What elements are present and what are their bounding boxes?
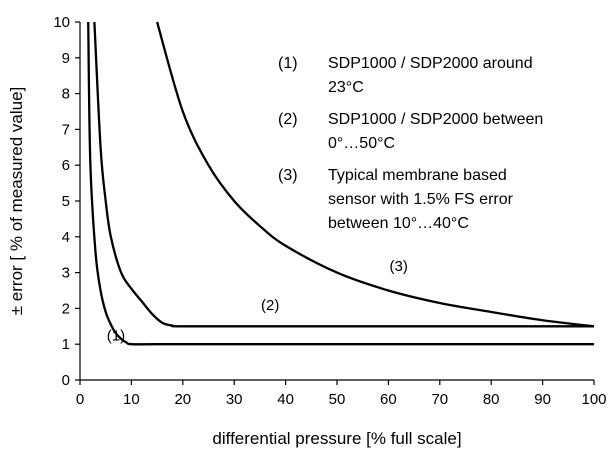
series-line-2 [93, 21, 594, 328]
legend-entry-3-line: Typical membrane based [328, 167, 507, 184]
y-tick-label: 8 [62, 86, 70, 103]
legend-entry-2-line: SDP1000 / SDP2000 between [328, 111, 543, 128]
x-tick-label: 60 [380, 391, 397, 408]
series-line-3 [155, 21, 595, 328]
y-tick-label: 0 [62, 372, 70, 389]
y-tick-label: 4 [62, 229, 70, 246]
x-axis-label: differential pressure [% full scale] [212, 429, 461, 448]
x-tick-label: 20 [174, 391, 191, 408]
legend-entry-2-line: 0°…50°C [328, 135, 395, 152]
x-tick-label: 50 [329, 391, 346, 408]
curve-label-2: (2) [261, 297, 279, 314]
y-ticks: 0 1 2 3 4 5 6 7 8 9 10 [53, 14, 80, 389]
x-tick-label: 100 [581, 391, 606, 408]
legend: (1) SDP1000 / SDP2000 around 23°C (2) SDP100… [278, 55, 543, 232]
legend-key-3: (3) [278, 167, 298, 184]
y-tick-label: 9 [62, 50, 70, 67]
y-tick-label: 5 [62, 193, 70, 210]
legend-key-1: (1) [278, 55, 298, 72]
legend-entry-3-line: between 10°…40°C [328, 215, 469, 232]
x-tick-label: 30 [226, 391, 243, 408]
y-tick-label: 10 [53, 14, 70, 31]
y-tick-label: 2 [62, 300, 70, 317]
x-tick-label: 40 [277, 391, 294, 408]
y-axis-label: ± error [ % of measured value] [7, 87, 26, 316]
x-tick-label: 80 [483, 391, 500, 408]
x-tick-label: 70 [431, 391, 448, 408]
legend-entry-3-line: sensor with 1.5% FS error [328, 191, 514, 208]
curve-label-1: (1) [107, 328, 125, 345]
legend-entry-1-line: 23°C [328, 79, 364, 96]
y-tick-label: 3 [62, 265, 70, 282]
curve-labels: (1) (2) (3) [107, 258, 408, 345]
legend-key-2: (2) [278, 111, 298, 128]
y-tick-label: 6 [62, 157, 70, 174]
curve-label-3: (3) [390, 258, 408, 275]
y-tick-label: 1 [62, 336, 70, 353]
x-tick-label: 0 [76, 391, 84, 408]
x-tick-label: 90 [534, 391, 551, 408]
x-ticks: 0 10 20 30 40 50 60 70 80 90 100 [76, 380, 607, 408]
series-lines [87, 21, 595, 346]
y-tick-label: 7 [62, 121, 70, 138]
x-tick-label: 10 [123, 391, 140, 408]
legend-entry-1-line: SDP1000 / SDP2000 around [328, 55, 533, 72]
series-line-1 [87, 21, 594, 346]
